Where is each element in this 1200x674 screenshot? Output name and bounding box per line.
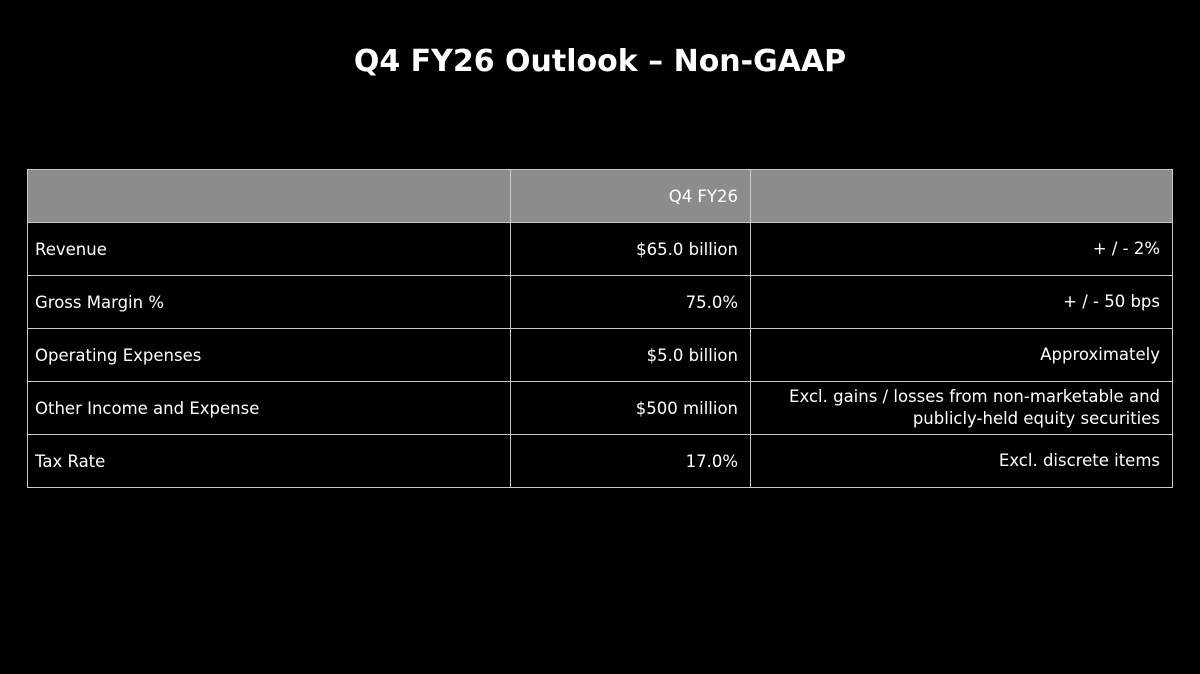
table-row: Gross Margin % 75.0% + / - 50 bps	[27, 275, 1173, 329]
row-value: 75.0%	[510, 275, 751, 329]
table-row: Tax Rate 17.0% Excl. discrete items	[27, 434, 1173, 488]
row-note: Excl. gains / losses from non-marketable…	[750, 381, 1173, 435]
row-label: Gross Margin %	[27, 275, 511, 329]
row-label: Tax Rate	[27, 434, 511, 488]
table-row: Operating Expenses $5.0 billion Approxim…	[27, 328, 1173, 382]
table-row: Revenue $65.0 billion + / - 2%	[27, 222, 1173, 276]
table-header-row: Q4 FY26	[27, 169, 1173, 223]
header-cell-label	[27, 169, 511, 223]
outlook-table: Q4 FY26 Revenue $65.0 billion + / - 2% G…	[27, 169, 1173, 488]
header-cell-period: Q4 FY26	[510, 169, 751, 223]
row-value: $5.0 billion	[510, 328, 751, 382]
row-label: Operating Expenses	[27, 328, 511, 382]
row-note: Approximately	[750, 328, 1173, 382]
row-note: Excl. discrete items	[750, 434, 1173, 488]
row-value: $500 million	[510, 381, 751, 435]
row-label: Other Income and Expense	[27, 381, 511, 435]
row-label: Revenue	[27, 222, 511, 276]
page-title: Q4 FY26 Outlook – Non-GAAP	[353, 44, 847, 79]
header-cell-note	[750, 169, 1173, 223]
table-row: Other Income and Expense $500 million Ex…	[27, 381, 1173, 435]
row-value: $65.0 billion	[510, 222, 751, 276]
row-value: 17.0%	[510, 434, 751, 488]
row-note: + / - 2%	[750, 222, 1173, 276]
row-note: + / - 50 bps	[750, 275, 1173, 329]
